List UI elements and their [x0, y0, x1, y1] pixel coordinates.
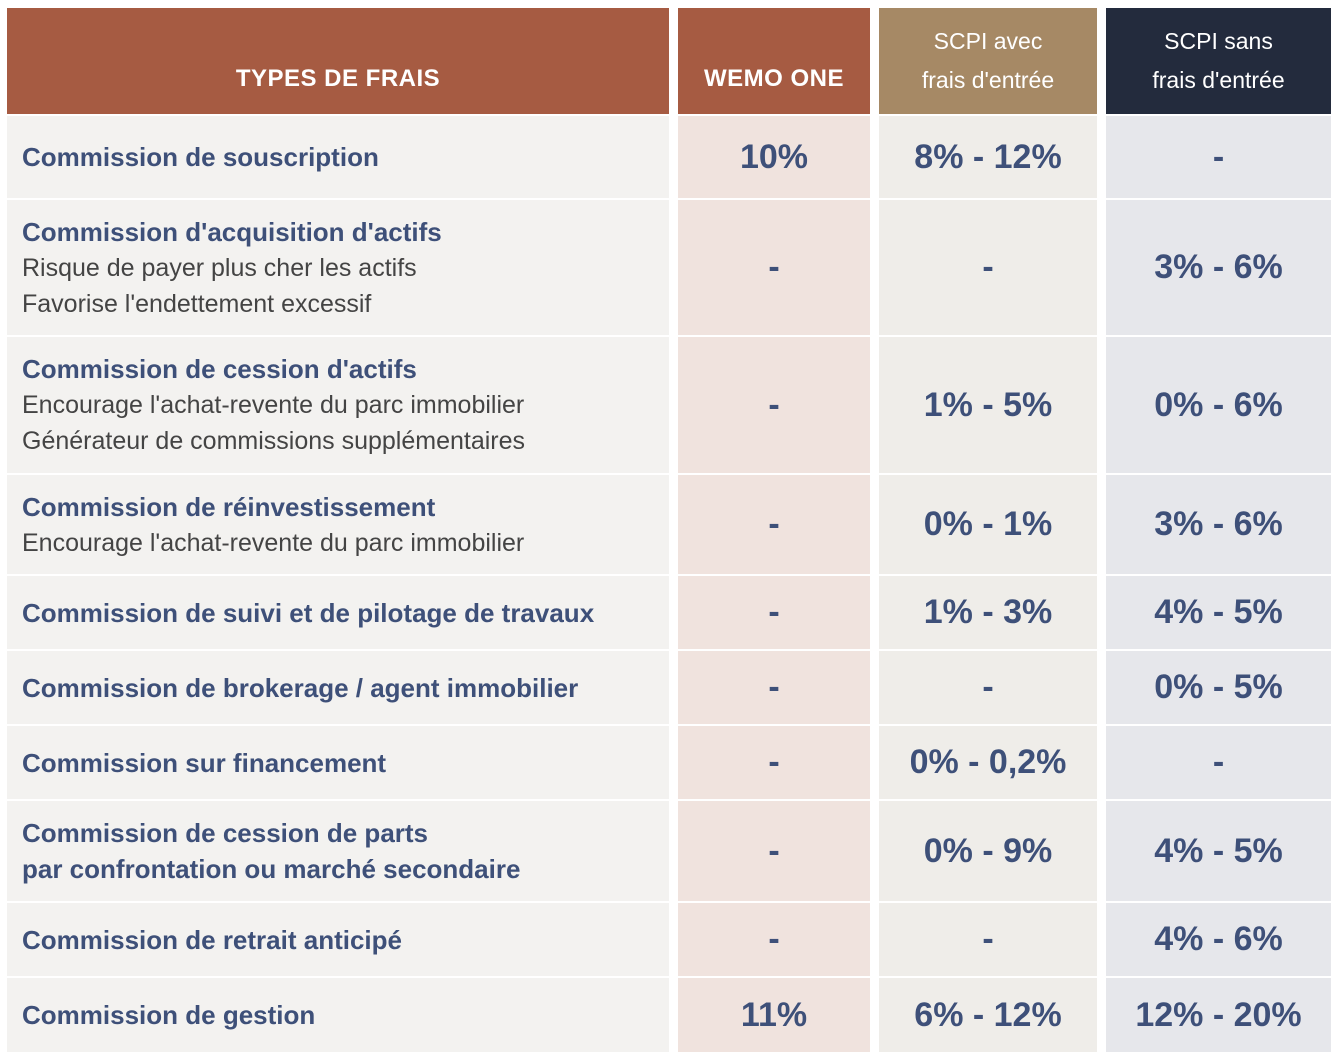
- scpi-sans-value: 3% - 6%: [1106, 200, 1331, 335]
- fee-type-cell: Commission de cession d'actifs Encourage…: [7, 337, 669, 473]
- table-row: Commission d'acquisition d'actifs Risque…: [0, 200, 1336, 335]
- wemo-value: 10%: [678, 116, 870, 198]
- fee-description: Générateur de commissions supplémentaire…: [22, 427, 526, 455]
- header-avec-line1: SCPI avec: [933, 28, 1043, 54]
- scpi-sans-value: 4% - 5%: [1106, 576, 1331, 649]
- fee-type-cell: Commission de brokerage / agent immobili…: [7, 651, 669, 724]
- table-row: Commission de souscription 10% 8% - 12% …: [0, 116, 1336, 198]
- fee-type-cell: Commission de suivi et de pilotage de tr…: [7, 576, 669, 649]
- wemo-value: -: [678, 801, 870, 901]
- fee-title: Commission de cession d'actifs: [22, 354, 417, 384]
- fee-title: Commission de retrait anticipé: [22, 924, 402, 955]
- scpi-sans-value: 4% - 6%: [1106, 903, 1331, 976]
- fee-type-cell: Commission d'acquisition d'actifs Risque…: [7, 200, 669, 335]
- header-sans-line1: SCPI sans: [1164, 28, 1273, 54]
- scpi-avec-value: -: [879, 651, 1097, 724]
- table-row: Commission de gestion 11% 6% - 12% 12% -…: [0, 978, 1336, 1052]
- scpi-sans-value: 3% - 6%: [1106, 475, 1331, 574]
- scpi-sans-value: 0% - 5%: [1106, 651, 1331, 724]
- scpi-avec-value: 0% - 0,2%: [879, 726, 1097, 799]
- table-row: Commission sur financement - 0% - 0,2% -: [0, 726, 1336, 799]
- fee-description: Encourage l'achat-revente du parc immobi…: [22, 391, 525, 419]
- wemo-value: -: [678, 903, 870, 976]
- fee-type-cell: Commission de gestion: [7, 978, 669, 1052]
- wemo-value: -: [678, 475, 870, 574]
- fee-title: Commission d'acquisition d'actifs: [22, 216, 442, 247]
- wemo-value: -: [678, 726, 870, 799]
- fee-title: Commission de gestion: [22, 1000, 316, 1030]
- scpi-avec-value: 6% - 12%: [879, 978, 1097, 1052]
- scpi-sans-value: 12% - 20%: [1106, 978, 1331, 1052]
- table-row: Commission de cession de parts par confr…: [0, 801, 1336, 901]
- fee-type-cell: Commission de cession de parts par confr…: [7, 801, 669, 901]
- header-scpi-avec: SCPI avec frais d'entrée: [879, 8, 1097, 114]
- wemo-value: 11%: [678, 978, 870, 1052]
- fee-type-cell: Commission de souscription: [7, 116, 669, 198]
- table-row: Commission de brokerage / agent immobili…: [0, 651, 1336, 724]
- scpi-sans-value: 4% - 5%: [1106, 801, 1331, 901]
- wemo-value: -: [678, 200, 870, 335]
- fee-title-line2: par confrontation ou marché secondaire: [22, 854, 521, 884]
- table-row: Commission de suivi et de pilotage de tr…: [0, 576, 1336, 649]
- header-scpi-sans: SCPI sans frais d'entrée: [1106, 8, 1331, 114]
- scpi-avec-value: -: [879, 200, 1097, 335]
- scpi-avec-value: 0% - 9%: [879, 801, 1097, 901]
- header-types-de-frais: TYPES DE FRAIS: [7, 8, 669, 114]
- fee-type-cell: Commission sur financement: [7, 726, 669, 799]
- header-avec-line2: frais d'entrée: [921, 67, 1055, 93]
- scpi-avec-value: -: [879, 903, 1097, 976]
- fee-type-cell: Commission de réinvestissement Encourage…: [7, 475, 669, 574]
- table-row: Commission de retrait anticipé - - 4% - …: [0, 903, 1336, 976]
- scpi-avec-value: 8% - 12%: [879, 116, 1097, 198]
- fee-title: Commission de réinvestissement: [22, 491, 436, 522]
- scpi-sans-value: -: [1106, 116, 1331, 198]
- table-row: Commission de réinvestissement Encourage…: [0, 475, 1336, 574]
- fee-type-cell: Commission de retrait anticipé: [7, 903, 669, 976]
- header-wemo-label: WEMO ONE: [704, 65, 844, 92]
- fee-description: Risque de payer plus cher les actifs: [22, 253, 417, 282]
- fee-title: Commission de cession de parts: [22, 818, 429, 848]
- scpi-avec-value: 0% - 1%: [879, 475, 1097, 574]
- header-sans-line2: frais d'entrée: [1152, 67, 1285, 93]
- fee-title: Commission sur financement: [22, 747, 387, 778]
- scpi-avec-value: 1% - 5%: [879, 337, 1097, 473]
- header-wemo-one: WEMO ONE: [678, 8, 870, 114]
- wemo-value: -: [678, 337, 870, 473]
- wemo-value: -: [678, 576, 870, 649]
- scpi-sans-value: -: [1106, 726, 1331, 799]
- fee-title: Commission de souscription: [22, 142, 379, 172]
- header-types-label: TYPES DE FRAIS: [235, 65, 441, 92]
- fee-title: Commission de brokerage / agent immobili…: [22, 672, 579, 703]
- table-row: Commission de cession d'actifs Encourage…: [0, 337, 1336, 473]
- scpi-sans-value: 0% - 6%: [1106, 337, 1331, 473]
- fee-description: Encourage l'achat-revente du parc immobi…: [22, 528, 525, 557]
- fee-description: Favorise l'endettement excessif: [22, 289, 372, 318]
- fee-title: Commission de suivi et de pilotage de tr…: [22, 597, 595, 628]
- scpi-avec-value: 1% - 3%: [879, 576, 1097, 649]
- wemo-value: -: [678, 651, 870, 724]
